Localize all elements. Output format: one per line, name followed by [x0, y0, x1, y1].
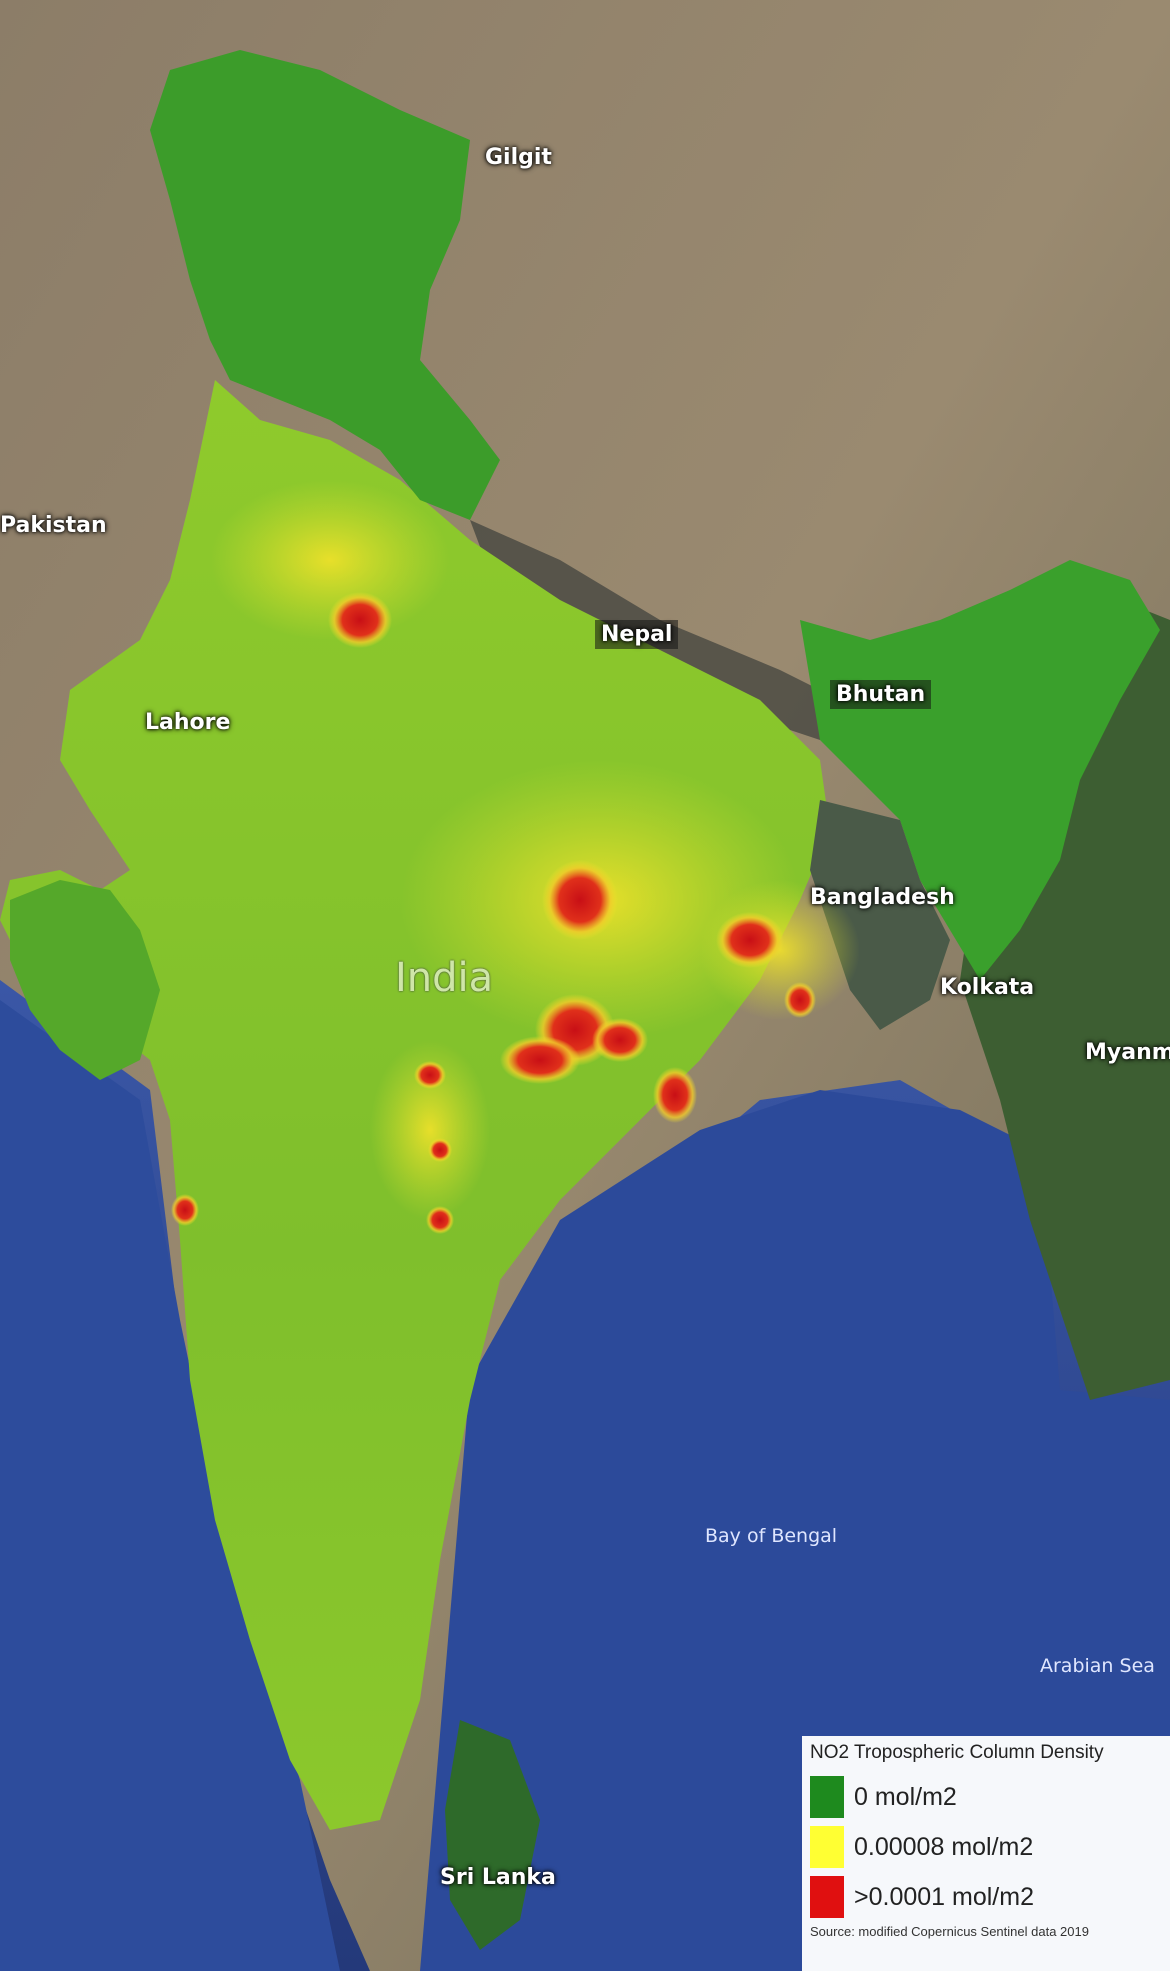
arabian-sea	[0, 1000, 340, 1971]
legend-item-mid: 0.00008 mol/m2	[810, 1822, 1162, 1872]
hotspot-delhi	[328, 592, 392, 648]
label-myanmar: Myanmar (Burma)	[1085, 1040, 1170, 1065]
label-gilgit: Gilgit	[485, 145, 552, 170]
label-kolkata: Kolkata	[940, 975, 1035, 1000]
label-sri-lanka: Sri Lanka	[440, 1865, 556, 1890]
label-arabian-sea: Arabian Sea	[1040, 1655, 1155, 1677]
haze-central	[370, 1040, 490, 1220]
legend-swatch-mid	[810, 1826, 844, 1868]
hotspot-korba	[500, 1036, 580, 1084]
kashmir-green	[150, 50, 500, 520]
hotspot-odisha	[653, 1067, 697, 1123]
label-bhutan: Bhutan	[830, 680, 932, 709]
legend-label-high: >0.0001 mol/m2	[854, 1882, 1034, 1911]
label-bangladesh: Bangladesh	[810, 885, 955, 910]
legend-label-low: 0 mol/m2	[854, 1782, 957, 1811]
legend-swatch-low	[810, 1776, 844, 1818]
legend-swatch-high	[810, 1876, 844, 1918]
legend-label-mid: 0.00008 mol/m2	[854, 1832, 1034, 1861]
label-india: India	[395, 955, 494, 1001]
hotspot-up	[542, 860, 618, 940]
label-bay-of-bengal: Bay of Bengal	[705, 1525, 838, 1547]
sri-lanka-island	[445, 1720, 540, 1950]
hotspot-mp	[414, 1061, 446, 1089]
hotspot-jharkhand	[716, 912, 784, 968]
legend-item-low: 0 mol/m2	[810, 1772, 1162, 1822]
northeast-green	[800, 560, 1160, 980]
legend-source: Source: modified Copernicus Sentinel dat…	[810, 1924, 1089, 1939]
label-nepal: Nepal	[595, 620, 679, 649]
legend-item-high: >0.0001 mol/m2	[810, 1872, 1162, 1922]
legend-title: NO2 Tropospheric Column Density	[810, 1742, 1162, 1764]
hotspot-maharashtra	[171, 1194, 199, 1226]
hotspot-chhattisgarh	[592, 1018, 648, 1062]
hotspot-nagpur	[426, 1206, 454, 1234]
hotspot-vidarbha	[428, 1138, 452, 1162]
legend-title-text: NO2 Tropospheric Column Density	[810, 1742, 1104, 1763]
hotspot-kolkata	[784, 982, 816, 1018]
haze-punjab	[210, 480, 450, 640]
label-pakistan: Pakistan	[0, 513, 107, 538]
gujarat-green	[10, 880, 160, 1080]
label-delhi-region: Lahore	[145, 710, 231, 735]
map-legend: NO2 Tropospheric Column Density 0 mol/m2…	[802, 1736, 1170, 1971]
